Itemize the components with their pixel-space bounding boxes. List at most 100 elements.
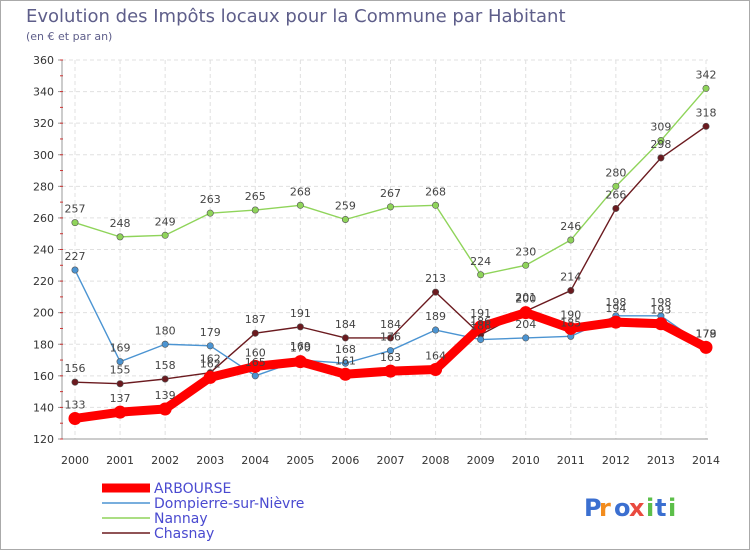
data-label: 169 (110, 342, 131, 355)
data-point (567, 287, 575, 295)
data-label: 214 (560, 271, 581, 284)
data-label: 186 (470, 315, 491, 328)
logo-letter: i (668, 494, 676, 522)
data-point (158, 402, 172, 416)
data-point (68, 411, 82, 425)
proxiti-logo: Pr ox i t i (584, 494, 676, 522)
data-point (296, 323, 304, 331)
data-label: 139 (155, 389, 176, 402)
data-label: 164 (425, 350, 446, 363)
data-label: 268 (290, 185, 311, 198)
data-label: 180 (155, 324, 176, 337)
data-label: 162 (200, 353, 221, 366)
logo-letter: r (599, 494, 611, 522)
logo-letter: i (646, 494, 654, 522)
data-point (113, 405, 127, 419)
data-label: 263 (200, 193, 221, 206)
data-label: 169 (290, 340, 311, 353)
data-label: 186 (470, 320, 491, 333)
y-tick-label: 260 (33, 212, 54, 225)
data-label: 198 (605, 296, 626, 309)
data-point (161, 340, 169, 348)
x-tick-label: 2001 (106, 454, 134, 467)
data-label: 190 (560, 308, 581, 321)
logo-letter: x (629, 494, 645, 522)
legend-label: Nannay (154, 511, 208, 527)
data-point (116, 233, 124, 241)
legend-label: ARBOURSE (154, 481, 231, 497)
data-point (432, 326, 440, 334)
data-label: 170 (290, 342, 311, 355)
data-label: 266 (605, 188, 626, 201)
data-label: 309 (650, 121, 671, 134)
x-tick-label: 2007 (377, 454, 405, 467)
data-label: 161 (335, 354, 356, 367)
data-point (432, 288, 440, 296)
data-point (612, 182, 620, 190)
data-point (251, 372, 259, 380)
data-label: 176 (380, 331, 401, 344)
data-label: 194 (605, 302, 626, 315)
x-tick-label: 2005 (286, 454, 314, 467)
data-label: 200 (515, 293, 536, 306)
data-label: 179 (200, 326, 221, 339)
x-tick-label: 2004 (241, 454, 269, 467)
data-label: 165 (245, 356, 266, 369)
data-point (522, 261, 530, 269)
x-tick-label: 2014 (692, 454, 720, 467)
data-point (522, 334, 530, 342)
data-point (338, 367, 352, 381)
data-label: 184 (380, 318, 401, 331)
data-point (116, 380, 124, 388)
chart-title: Evolution des Impôts locaux pour la Comm… (26, 6, 566, 27)
data-point (386, 334, 394, 342)
data-point (206, 342, 214, 350)
data-label: 248 (110, 217, 131, 230)
data-label: 280 (605, 166, 626, 179)
data-label: 318 (696, 106, 717, 119)
y-tick-label: 300 (33, 149, 54, 162)
data-point (206, 209, 214, 217)
data-point (341, 359, 349, 367)
data-label: 133 (65, 398, 86, 411)
data-point (654, 317, 668, 331)
data-label: 201 (515, 291, 536, 304)
data-point (432, 201, 440, 209)
x-tick-label: 2006 (331, 454, 359, 467)
data-point (564, 321, 578, 335)
chart-subtitle: (en € et par an) (26, 30, 112, 43)
y-tick-label: 140 (33, 401, 54, 414)
data-label: 298 (650, 138, 671, 151)
y-tick-label: 180 (33, 338, 54, 351)
x-tick-label: 2009 (467, 454, 495, 467)
x-tick-label: 2012 (602, 454, 630, 467)
data-point (657, 154, 665, 162)
data-label: 259 (335, 199, 356, 212)
x-tick-label: 2003 (196, 454, 224, 467)
data-label: 249 (155, 215, 176, 228)
x-tick-label: 2010 (512, 454, 540, 467)
data-point (657, 137, 665, 145)
y-tick-label: 320 (33, 117, 54, 130)
data-point (203, 370, 217, 384)
data-label: 267 (380, 187, 401, 200)
data-point (386, 347, 394, 355)
data-label: 168 (335, 343, 356, 356)
data-point (477, 271, 485, 279)
y-tick-label: 280 (33, 180, 54, 193)
axes: 120 140 160 180 200 220 240 260 280 300 320 340 360 2… (33, 54, 720, 467)
data-label: 187 (245, 313, 266, 326)
data-label: 227 (65, 250, 86, 263)
data-point (474, 320, 488, 334)
data-point (251, 329, 259, 337)
y-tick-label: 240 (33, 244, 54, 257)
data-point (293, 355, 307, 369)
data-label: 158 (155, 359, 176, 372)
data-label: 155 (110, 364, 131, 377)
data-label: 191 (290, 307, 311, 320)
data-point (699, 340, 713, 354)
data-label: 193 (650, 304, 671, 317)
